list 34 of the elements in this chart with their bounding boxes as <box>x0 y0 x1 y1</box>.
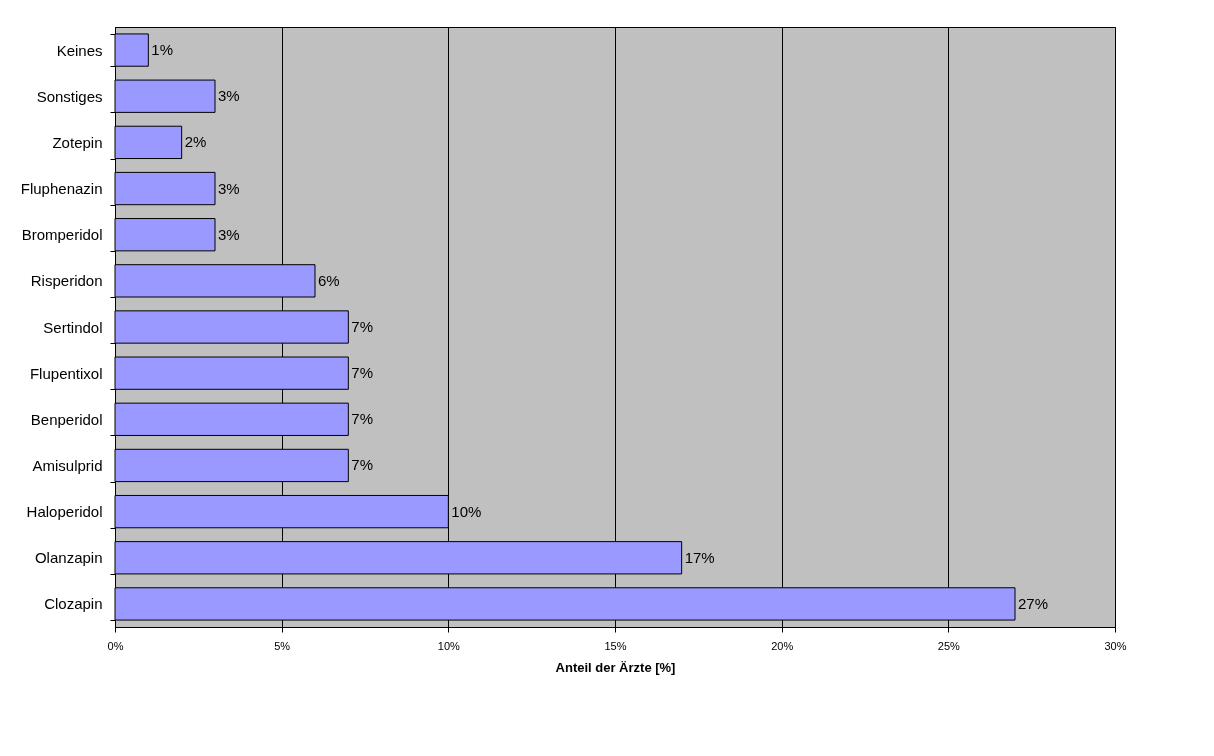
data-label: 3% <box>218 87 240 105</box>
y-tick-label: Olanzapin <box>34 549 103 567</box>
data-label: 7% <box>351 456 374 474</box>
x-tick-label: 15% <box>604 639 627 652</box>
x-tick-label: 30% <box>1104 639 1127 652</box>
y-tick-label: Sertindol <box>43 318 103 336</box>
y-tick-label: Risperidon <box>30 272 103 290</box>
data-label: 27% <box>1018 594 1049 612</box>
x-tick-label: 0% <box>107 639 124 652</box>
x-tick-label: 20% <box>771 639 794 652</box>
data-label: 3% <box>218 179 240 197</box>
y-tick-label: Amisulprid <box>32 456 103 474</box>
data-label: 2% <box>184 133 207 151</box>
data-label: 3% <box>218 225 240 243</box>
x-tick-label: 25% <box>937 639 961 652</box>
y-tick-label: Benperidol <box>30 410 103 428</box>
x-tick-label: 5% <box>274 639 291 652</box>
y-tick-label: Sonstiges <box>36 87 103 105</box>
data-label: 7% <box>351 318 374 335</box>
y-tick-label: Haloperidol <box>26 503 103 521</box>
y-tick-label: Bromperidol <box>21 226 103 244</box>
data-label: 17% <box>684 548 715 566</box>
data-label: 7% <box>351 364 374 382</box>
x-axis-title: Anteil der Ärzte [%] <box>555 659 676 675</box>
data-label: 10% <box>451 502 482 520</box>
y-tick-label: Fluphenazin <box>20 180 103 198</box>
data-label: 6% <box>318 271 340 289</box>
x-tick-label: 10% <box>437 639 461 652</box>
y-tick-label: Zotepin <box>52 133 103 151</box>
data-label: 7% <box>351 410 374 428</box>
y-tick-label: Keines <box>56 41 103 59</box>
y-tick-label: Clozapin <box>44 595 103 613</box>
data-label: 1% <box>151 41 174 59</box>
y-tick-label: Flupentixol <box>29 364 103 382</box>
